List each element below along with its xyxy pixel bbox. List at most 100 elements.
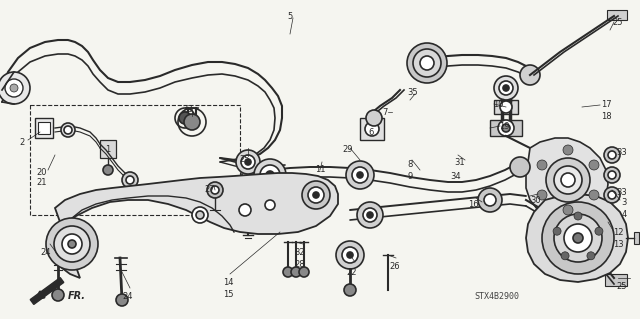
Circle shape — [563, 145, 573, 155]
Circle shape — [0, 72, 30, 104]
Bar — [38, 122, 50, 134]
Text: 4: 4 — [621, 210, 627, 219]
Circle shape — [52, 289, 64, 301]
Text: 32: 32 — [294, 248, 305, 257]
Text: STX4B2900: STX4B2900 — [474, 292, 519, 301]
Circle shape — [604, 147, 620, 163]
Circle shape — [283, 267, 293, 277]
Circle shape — [510, 157, 530, 177]
Text: 35: 35 — [408, 88, 419, 97]
Circle shape — [64, 126, 72, 134]
Circle shape — [236, 150, 260, 174]
Circle shape — [573, 233, 583, 243]
Circle shape — [520, 65, 540, 85]
Text: 33: 33 — [616, 148, 627, 157]
Circle shape — [574, 212, 582, 220]
Circle shape — [499, 81, 513, 95]
Bar — [35, 118, 53, 138]
Circle shape — [10, 84, 18, 92]
Text: 31: 31 — [454, 158, 465, 167]
Circle shape — [604, 187, 620, 203]
Text: 5: 5 — [287, 12, 292, 21]
Circle shape — [116, 294, 128, 306]
Bar — [490, 120, 522, 136]
Circle shape — [184, 114, 200, 130]
Circle shape — [484, 194, 496, 206]
Circle shape — [503, 85, 509, 91]
Circle shape — [291, 267, 301, 277]
Circle shape — [192, 207, 208, 223]
Circle shape — [537, 190, 547, 200]
Polygon shape — [54, 173, 338, 278]
Circle shape — [608, 151, 616, 159]
Circle shape — [308, 187, 324, 203]
Circle shape — [563, 205, 573, 215]
Circle shape — [207, 182, 223, 198]
Circle shape — [413, 49, 441, 77]
Bar — [607, 10, 627, 20]
Circle shape — [122, 172, 138, 188]
Circle shape — [542, 202, 614, 274]
Circle shape — [245, 159, 251, 165]
Text: 6: 6 — [368, 128, 374, 137]
Text: 24: 24 — [123, 292, 133, 301]
Text: 24: 24 — [41, 248, 51, 257]
Circle shape — [554, 166, 582, 194]
Text: 18: 18 — [601, 112, 611, 121]
Text: 3: 3 — [621, 198, 627, 207]
Circle shape — [561, 252, 569, 260]
Circle shape — [587, 252, 595, 260]
Circle shape — [196, 211, 204, 219]
Text: 1: 1 — [106, 145, 111, 154]
Text: 22: 22 — [347, 268, 357, 277]
Bar — [634, 232, 639, 244]
Circle shape — [352, 167, 368, 183]
Circle shape — [241, 199, 255, 213]
Circle shape — [553, 227, 561, 235]
Circle shape — [478, 188, 502, 212]
Circle shape — [589, 160, 599, 170]
Circle shape — [68, 240, 76, 248]
Circle shape — [302, 181, 330, 209]
Circle shape — [367, 212, 373, 218]
Circle shape — [344, 284, 356, 296]
Circle shape — [245, 203, 251, 209]
Circle shape — [365, 122, 379, 136]
Circle shape — [595, 227, 603, 235]
Circle shape — [564, 224, 592, 252]
Polygon shape — [526, 194, 628, 282]
Circle shape — [498, 120, 514, 136]
Text: FR.: FR. — [68, 291, 86, 301]
Circle shape — [500, 101, 512, 113]
Bar — [100, 140, 116, 158]
Circle shape — [608, 171, 616, 179]
Circle shape — [502, 124, 510, 132]
Text: 17: 17 — [601, 100, 611, 109]
Text: 2: 2 — [19, 138, 24, 147]
Circle shape — [336, 241, 364, 269]
Text: 10: 10 — [493, 100, 503, 109]
Circle shape — [61, 123, 75, 137]
Circle shape — [589, 190, 599, 200]
Circle shape — [239, 204, 251, 216]
Text: 13: 13 — [612, 240, 623, 249]
Text: 20: 20 — [36, 168, 47, 177]
Circle shape — [266, 171, 274, 179]
Circle shape — [103, 165, 113, 175]
Circle shape — [5, 79, 23, 97]
Circle shape — [537, 160, 547, 170]
Text: 34: 34 — [451, 172, 461, 181]
Text: 23: 23 — [182, 105, 193, 114]
Circle shape — [420, 56, 434, 70]
Polygon shape — [526, 138, 608, 222]
Circle shape — [604, 167, 620, 183]
FancyArrow shape — [30, 278, 64, 304]
Text: 14: 14 — [223, 278, 233, 287]
Text: 25: 25 — [240, 155, 250, 164]
Circle shape — [179, 112, 191, 124]
Bar — [494, 100, 518, 114]
Text: 27: 27 — [205, 185, 215, 194]
Bar — [605, 274, 627, 286]
Circle shape — [608, 191, 616, 199]
Circle shape — [46, 218, 98, 270]
